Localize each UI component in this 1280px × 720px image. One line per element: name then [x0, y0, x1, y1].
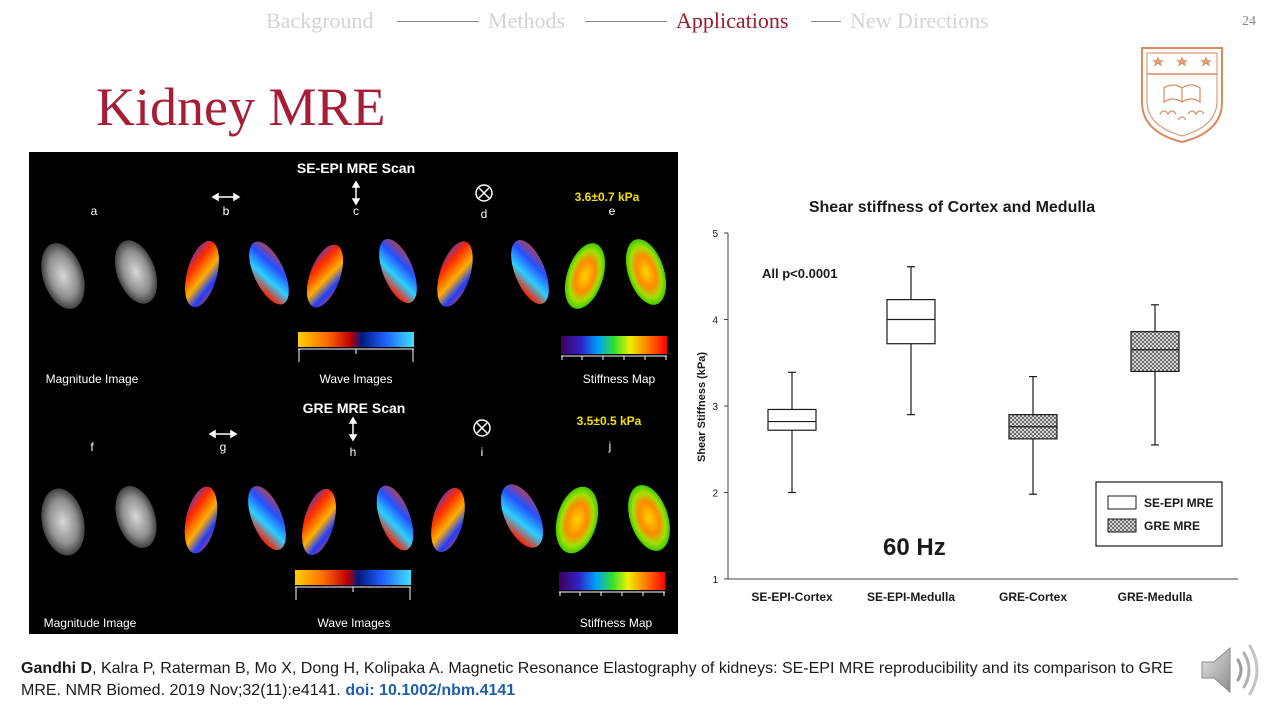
- gre-magnitude-images: [41, 486, 157, 556]
- panel-letter: j: [608, 439, 612, 453]
- interquartile-box: [886, 299, 936, 345]
- chart-legend: SE-EPI MRE GRE MRE: [1095, 481, 1223, 547]
- y-tick-label: 3: [712, 402, 718, 413]
- y-tick-label: 5: [712, 229, 718, 240]
- chart-y-axis-label: Shear Stiffness (kPa): [696, 352, 708, 462]
- gre-stiffness-value: 3.5±0.5 kPa: [577, 414, 642, 428]
- nav-item-background[interactable]: Background: [266, 8, 374, 33]
- p-value-annotation: All p<0.0001: [762, 266, 838, 281]
- box-gre-cortex: [1008, 375, 1058, 495]
- x-tick-label: SE-EPI-Medulla: [867, 590, 955, 604]
- gre-scan-title: GRE MRE Scan: [303, 400, 406, 416]
- panel-letter: c: [353, 204, 359, 218]
- gre-wave-images: [184, 484, 544, 556]
- stiffness-map-label: Stiffness Map: [580, 616, 653, 630]
- stiffness-colorbar-ticks: [559, 591, 665, 596]
- se-epi-magnitude-images: [41, 240, 158, 309]
- panel-letter: a: [91, 204, 98, 218]
- nav-item-new-directions[interactable]: New Directions: [850, 8, 989, 33]
- wave-colorbar-ticks: [298, 348, 414, 362]
- panel-letter: d: [481, 207, 488, 221]
- legend-swatch-se-epi: [1107, 495, 1137, 510]
- interquartile-box: [767, 408, 817, 431]
- stiffness-colorbar-ticks: [561, 355, 667, 360]
- citation-text: , Kalra P, Raterman B, Mo X, Dong H, Kol…: [21, 660, 1174, 699]
- nav-divider: [811, 21, 841, 22]
- wave-images-label: Wave Images: [318, 616, 391, 630]
- citation-lead-author: Gandhi D: [21, 660, 93, 677]
- frequency-label: 60 Hz: [883, 534, 946, 561]
- citation: Gandhi D, Kalra P, Raterman B, Mo X, Don…: [21, 658, 1201, 702]
- x-tick-label: SE-EPI-Cortex: [751, 590, 833, 604]
- box-se-epi-medulla: [886, 266, 936, 416]
- x-tick-label: GRE-Cortex: [999, 590, 1067, 604]
- magnitude-image-label: Magnitude Image: [44, 616, 137, 630]
- shear-stiffness-box-plot: Shear stiffness of Cortex and Medulla Sh…: [690, 185, 1250, 615]
- chart-title: Shear stiffness of Cortex and Medulla: [809, 199, 1095, 216]
- box-se-epi-cortex: [767, 371, 817, 494]
- legend-label-gre: GRE MRE: [1144, 519, 1200, 533]
- interquartile-box: [1130, 331, 1180, 373]
- y-tick-label: 2: [712, 489, 718, 500]
- legend-label-se-epi: SE-EPI MRE: [1144, 496, 1213, 510]
- legend-frame: [1095, 481, 1223, 547]
- stiffness-colorbar: [561, 336, 667, 354]
- page-number: 24: [1242, 14, 1256, 29]
- nav-item-methods[interactable]: Methods: [488, 8, 565, 33]
- x-tick-label: GRE-Medulla: [1118, 590, 1193, 604]
- gre-stiffness-maps: [555, 485, 670, 554]
- panel-letter: e: [609, 204, 616, 218]
- nav-divider: [585, 21, 667, 22]
- university-shield-logo: [1141, 47, 1223, 144]
- nav-item-applications[interactable]: Applications: [676, 8, 789, 33]
- nav-divider: [397, 21, 479, 22]
- panel-letter: f: [90, 440, 94, 454]
- y-tick-label: 1: [712, 575, 718, 586]
- panel-letter: h: [350, 445, 357, 459]
- box-gre-medulla: [1130, 304, 1180, 446]
- magnitude-image-label: Magnitude Image: [46, 372, 139, 386]
- slide-title: Kidney MRE: [96, 77, 386, 137]
- stiffness-map-label: Stiffness Map: [583, 372, 656, 386]
- y-tick-label: 4: [712, 316, 718, 327]
- se-epi-stiffness-maps: [564, 239, 667, 309]
- speaker-icon[interactable]: [1196, 640, 1266, 700]
- wave-images-label: Wave Images: [320, 372, 393, 386]
- stiffness-colorbar: [559, 572, 665, 590]
- legend-swatch-gre: [1107, 518, 1137, 533]
- citation-doi-link[interactable]: doi: 10.1002/nbm.4141: [345, 682, 516, 699]
- panel-letter: b: [223, 204, 230, 218]
- se-epi-wave-images: [185, 238, 549, 308]
- section-nav: Background Methods Applications New Dire…: [0, 8, 1280, 36]
- wave-colorbar: [295, 570, 411, 585]
- se-epi-stiffness-value: 3.6±0.7 kPa: [575, 190, 640, 204]
- se-epi-scan-title: SE-EPI MRE Scan: [297, 160, 415, 176]
- wave-colorbar: [298, 332, 414, 347]
- panel-letter: g: [220, 440, 227, 454]
- panel-letter: i: [481, 445, 484, 459]
- direction-arrows: [211, 180, 493, 206]
- wave-colorbar-ticks: [295, 586, 411, 600]
- mre-image-panel: SE-EPI MRE Scan 3.6±0.7 kPa a b c d e: [29, 152, 678, 634]
- direction-arrows: [208, 416, 491, 442]
